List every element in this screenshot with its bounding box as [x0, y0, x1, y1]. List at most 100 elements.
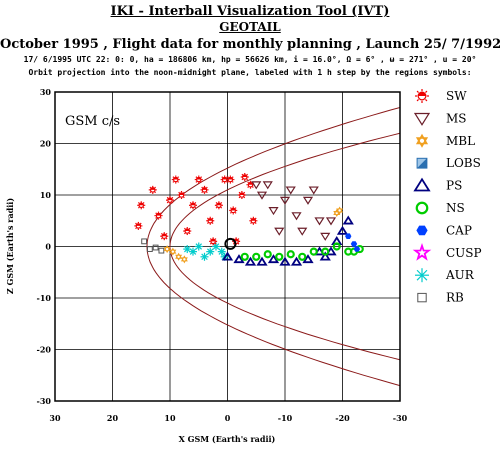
point-ns [286, 250, 295, 259]
plot-subtitle: October 1995 , Flight data for monthly p… [0, 37, 500, 52]
point-sw [240, 172, 249, 181]
y-tick-label: 0 [45, 242, 51, 252]
point-sw [177, 191, 186, 199]
point-ps [244, 256, 257, 266]
point-ms [262, 181, 273, 190]
point-sw [189, 201, 197, 210]
legend-label-cusp: CUSP [446, 246, 482, 260]
point-rb [141, 238, 148, 245]
x-tick-label: 10 [164, 413, 176, 423]
legend-symbol-aur [415, 268, 429, 283]
legend-label-rb: RB [446, 291, 464, 305]
point-ns [275, 252, 284, 261]
point-cap [353, 246, 361, 252]
point-ps [319, 251, 331, 261]
point-ps [267, 254, 280, 264]
point-ps [342, 215, 354, 225]
point-ns [240, 252, 249, 261]
point-ms [297, 227, 308, 236]
orbit-parameters: 17/ 6/1995 UTC 22: 0: 0, ha = 186806 km,… [23, 55, 477, 64]
point-ps [290, 256, 303, 266]
point-sw [148, 185, 157, 194]
y-tick-label: -20 [37, 345, 52, 355]
point-sw [194, 175, 203, 184]
legend-symbol-ps [413, 177, 431, 192]
legend-label-lobs: LOBS [446, 156, 481, 170]
point-ps [336, 225, 349, 235]
point-ns [332, 242, 341, 251]
point-mbl [163, 245, 171, 254]
legend-label-cap: CAP [446, 223, 472, 237]
plot-frame [54, 91, 401, 402]
point-sw [166, 196, 174, 205]
point-aur [194, 242, 203, 251]
x-tick-label: -20 [335, 413, 350, 423]
orbit-description: Orbit projection into the noon-midnight … [28, 68, 472, 77]
point-ps [233, 254, 245, 264]
y-tick-label: 20 [40, 139, 52, 149]
magnetopause-curve-upper [169, 132, 400, 247]
point-ps [221, 251, 234, 261]
y-tick-label: -10 [37, 293, 52, 303]
bow-shock-curve-lower [146, 246, 400, 387]
mission-name: GEOTAIL [219, 20, 281, 34]
point-ms [274, 227, 285, 236]
point-mbl [180, 255, 188, 264]
point-aur [200, 252, 209, 261]
chart-grid [55, 92, 400, 401]
point-ms [291, 212, 302, 221]
point-mbl [169, 247, 177, 256]
y-tick-label: 10 [40, 190, 52, 200]
point-ms [314, 217, 325, 226]
point-sw [220, 175, 229, 184]
point-sw [206, 216, 215, 225]
legend-symbol-mbl [415, 133, 429, 148]
point-ms [308, 186, 319, 195]
legend-symbol-cusp [412, 243, 432, 261]
legend-symbol-ns [415, 201, 429, 215]
point-ms [251, 181, 262, 190]
point-ps [256, 256, 268, 266]
point-ms [285, 186, 296, 195]
point-sw [249, 216, 258, 225]
current-position-marker [224, 237, 237, 250]
magnetopause-curve-lower [169, 246, 400, 361]
point-sw [209, 237, 218, 246]
point-cap [345, 233, 352, 239]
point-ms [256, 191, 268, 200]
legend-label-aur: AUR [445, 268, 475, 282]
point-sw [137, 201, 146, 210]
x-axis-label: X GSM (Earth's radii) [179, 434, 276, 444]
point-aur [206, 247, 215, 256]
point-ns [321, 247, 330, 256]
legend-symbol-rb [417, 292, 427, 303]
point-ps [302, 254, 314, 264]
point-rb [152, 244, 159, 251]
point-aur [183, 245, 192, 254]
point-ms [268, 207, 279, 216]
point-sw [160, 232, 169, 241]
legend-symbol-cap [416, 225, 428, 236]
legend-label-ns: NS [446, 201, 465, 215]
legend-label-sw: SW [446, 89, 467, 103]
point-sw [134, 221, 143, 230]
point-ns [298, 252, 307, 261]
y-tick-label: -30 [37, 396, 52, 406]
y-tick-label: 30 [40, 87, 52, 97]
point-sw [229, 206, 238, 215]
legend-symbol-ms [413, 112, 431, 126]
point-ns [252, 252, 261, 261]
point-ps [279, 256, 291, 266]
y-axis-label: Z GSM (Earth's radii) [5, 198, 15, 294]
x-tick-label: 0 [225, 413, 231, 423]
data-points [134, 172, 364, 266]
app-title: IKI - Interball Visualization Tool (IVT) [110, 4, 390, 19]
point-ms [279, 196, 291, 205]
point-sw [226, 175, 235, 184]
point-mbl [336, 206, 344, 215]
frame-label: GSM c/s [65, 114, 120, 129]
legend: SW MS MBL LOBS PS NS CAP CUSP AUR RB [412, 89, 482, 305]
axis-ticks: 30 20 10 0 -10 -20 -30 30 20 10 0 -10 -20 -30 [37, 87, 408, 423]
legend-label-mbl: MBL [446, 134, 475, 148]
